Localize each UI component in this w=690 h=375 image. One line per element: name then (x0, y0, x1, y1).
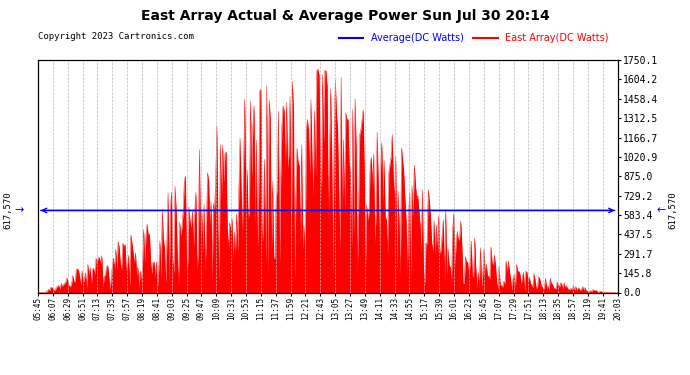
Legend: Average(DC Watts), East Array(DC Watts): Average(DC Watts), East Array(DC Watts) (335, 29, 613, 47)
Text: ←: ← (656, 206, 666, 216)
Text: Copyright 2023 Cartronics.com: Copyright 2023 Cartronics.com (38, 32, 194, 41)
Text: East Array Actual & Average Power Sun Jul 30 20:14: East Array Actual & Average Power Sun Ju… (141, 9, 549, 23)
Text: 617,570: 617,570 (668, 192, 678, 229)
Text: →: → (14, 206, 24, 216)
Text: 617,570: 617,570 (3, 192, 13, 229)
